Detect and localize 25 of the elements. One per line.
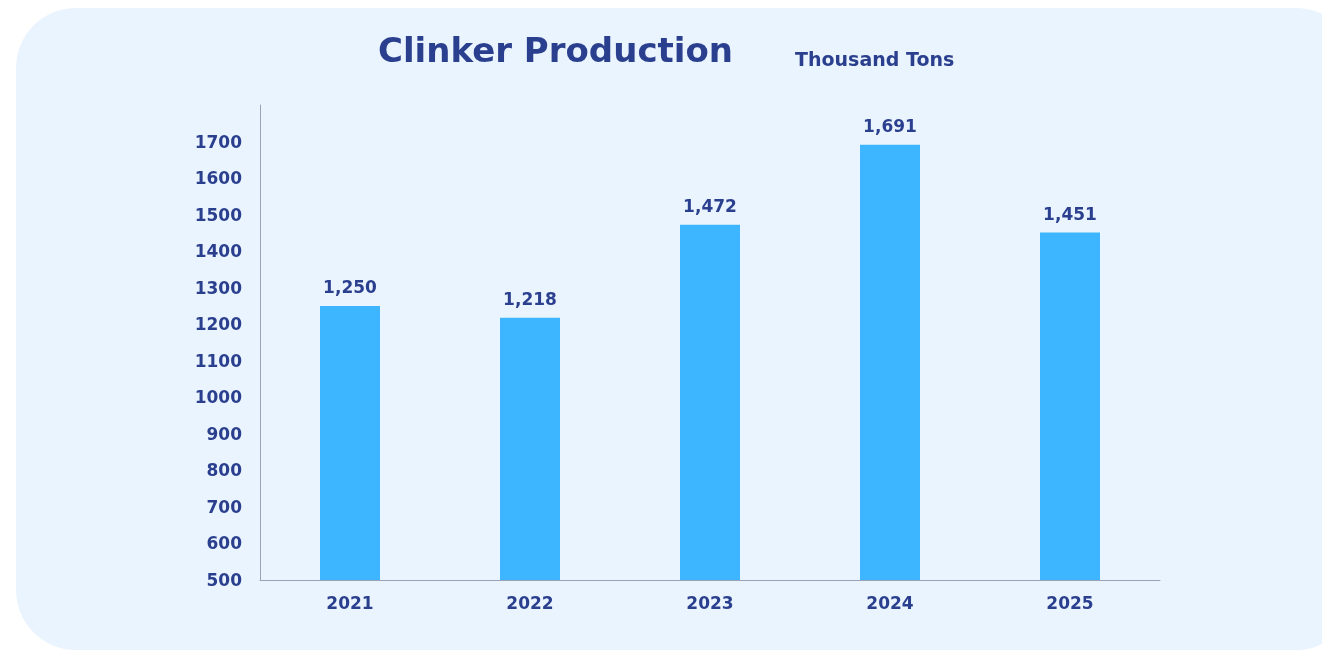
y-tick-label: 600 [206,533,243,554]
y-tick-label: 1200 [194,314,243,335]
data-label: 1,250 [323,277,378,298]
chart-subtitle: Thousand Tons [795,47,955,70]
y-tick-label: 1300 [194,277,243,298]
x-tick-label: 2024 [866,592,914,613]
y-tick-label: 800 [206,460,243,481]
y-tick-label: 1600 [194,168,243,189]
y-tick-label: 500 [206,570,243,590]
y-tick-label: 900 [206,423,243,444]
x-tick-label: 2022 [506,592,554,613]
y-tick-label: 1700 [194,131,243,152]
x-tick-label: 2023 [686,592,734,613]
x-tick-label: 2021 [326,592,374,613]
data-label: 1,691 [863,116,917,137]
data-label: 1,472 [683,196,737,217]
x-tick-label: 2025 [1046,592,1094,613]
y-tick-label: 1500 [194,204,243,225]
data-label: 1,218 [503,289,557,310]
y-tick-label: 700 [206,496,243,517]
data-label: 1,451 [1043,204,1097,225]
y-tick-label: 1100 [194,350,243,371]
chart-title: Clinker Production [378,30,734,70]
y-tick-label: 1400 [194,241,243,262]
y-tick-label: 1000 [194,387,243,408]
